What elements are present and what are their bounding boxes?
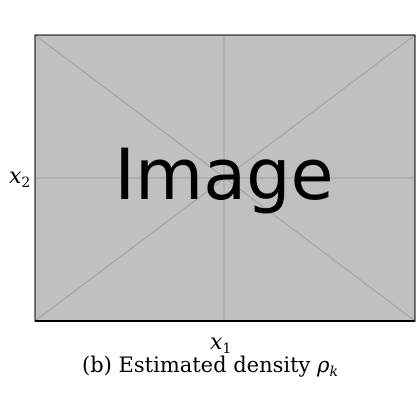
figure-caption: (b) Estimated density ρk	[0, 353, 420, 380]
x-axis-label: x1	[210, 330, 232, 357]
y-axis-label: x2	[9, 164, 31, 191]
x-axis-subscript: 1	[222, 341, 232, 357]
caption-math: ρk	[317, 353, 338, 380]
caption-text: (b) Estimated density	[82, 353, 318, 377]
x-axis-symbol: x	[210, 330, 223, 355]
caption-symbol: ρ	[317, 353, 330, 377]
y-axis-symbol: x	[9, 164, 22, 189]
y-axis-subscript: 2	[21, 175, 31, 191]
caption-subscript: k	[329, 364, 338, 380]
placeholder-text: Image	[114, 134, 333, 216]
